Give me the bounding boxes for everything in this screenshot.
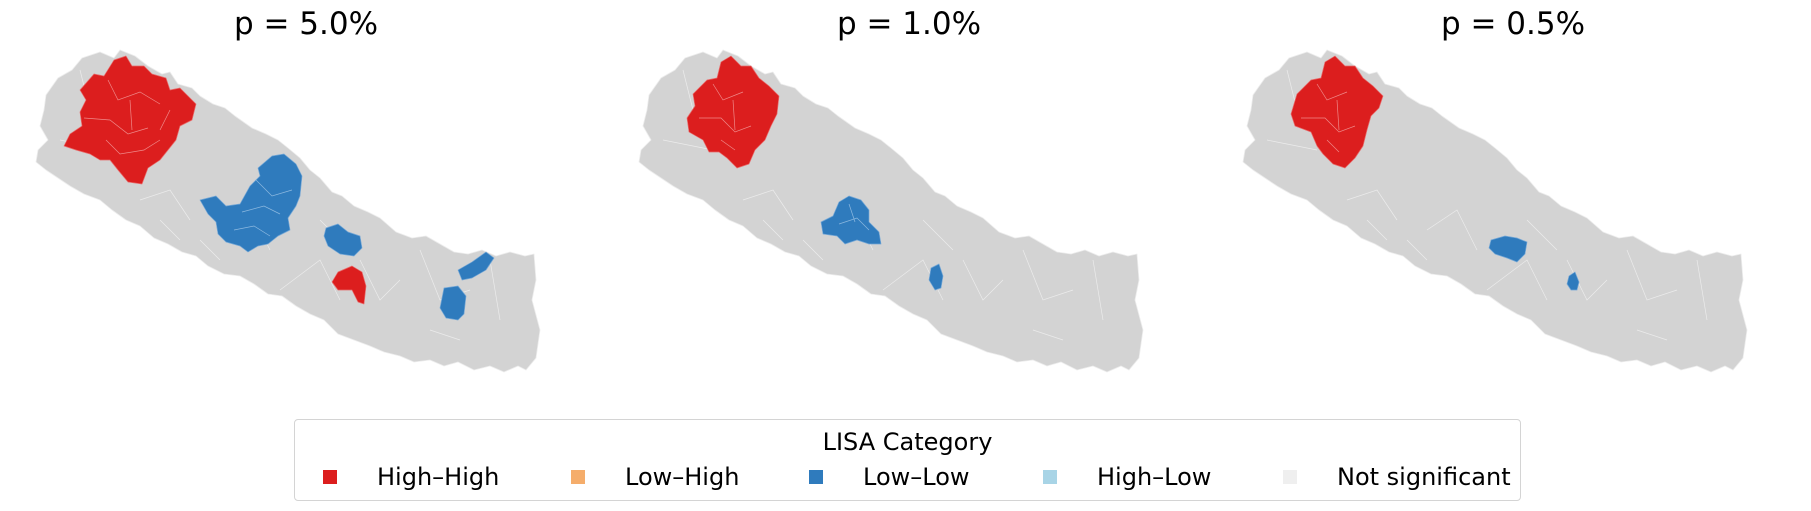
legend-title: LISA Category — [822, 428, 993, 456]
low-low-region-4 — [457, 251, 495, 281]
high-high-region — [686, 55, 780, 169]
panel-title: p = 5.0% — [233, 6, 379, 42]
low-low-region-1 — [199, 153, 303, 253]
high-high-region-2 — [331, 265, 367, 305]
high-high-region — [63, 55, 197, 185]
high-high-region — [1290, 55, 1384, 169]
district-borders — [662, 69, 1104, 341]
panel-title: p = 1.0% — [836, 6, 982, 42]
legend-item-high-low: High–Low — [1043, 462, 1211, 492]
legend: LISA Category High–High Low–High Low–Low… — [294, 419, 1521, 501]
legend-label: High–High — [377, 463, 500, 491]
legend-item-low-high: Low–High — [571, 462, 739, 492]
map-panel-p05: p = 0.5% — [1227, 0, 1811, 390]
swatch-high-high — [323, 470, 337, 484]
map-panel-p1: p = 1.0% — [623, 0, 1223, 390]
district-borders — [1266, 69, 1708, 341]
low-low-region-3 — [439, 285, 467, 321]
swatch-low-high — [571, 470, 585, 484]
nepal-map — [35, 49, 541, 373]
low-low-region-1 — [1488, 235, 1528, 263]
legend-item-low-low: Low–Low — [809, 462, 970, 492]
map-panel-p5: p = 5.0% — [20, 0, 620, 390]
low-low-borders-1 — [233, 179, 293, 237]
nepal-map — [1242, 49, 1748, 373]
high-high-borders — [699, 83, 752, 151]
swatch-not-significant — [1283, 470, 1297, 484]
legend-label: Low–High — [625, 463, 740, 491]
panel-title: p = 0.5% — [1440, 6, 1586, 42]
legend-item-not-significant: Not significant — [1283, 462, 1511, 492]
low-low-borders-1 — [838, 203, 870, 231]
low-low-region-2 — [1566, 271, 1580, 291]
legend-label: Not significant — [1337, 463, 1511, 491]
nepal-map — [638, 49, 1144, 373]
low-low-region-2 — [323, 223, 363, 257]
high-high-borders — [83, 79, 171, 155]
low-low-region-2 — [928, 263, 944, 291]
legend-label: High–Low — [1097, 463, 1212, 491]
legend-items: High–High Low–High Low–Low High–Low Not … — [323, 462, 1520, 492]
high-high-borders — [1301, 83, 1356, 153]
country-outline — [1242, 49, 1748, 373]
swatch-high-low — [1043, 470, 1057, 484]
legend-item-high-high: High–High — [323, 462, 499, 492]
legend-label: Low–Low — [863, 463, 970, 491]
swatch-low-low — [809, 470, 823, 484]
